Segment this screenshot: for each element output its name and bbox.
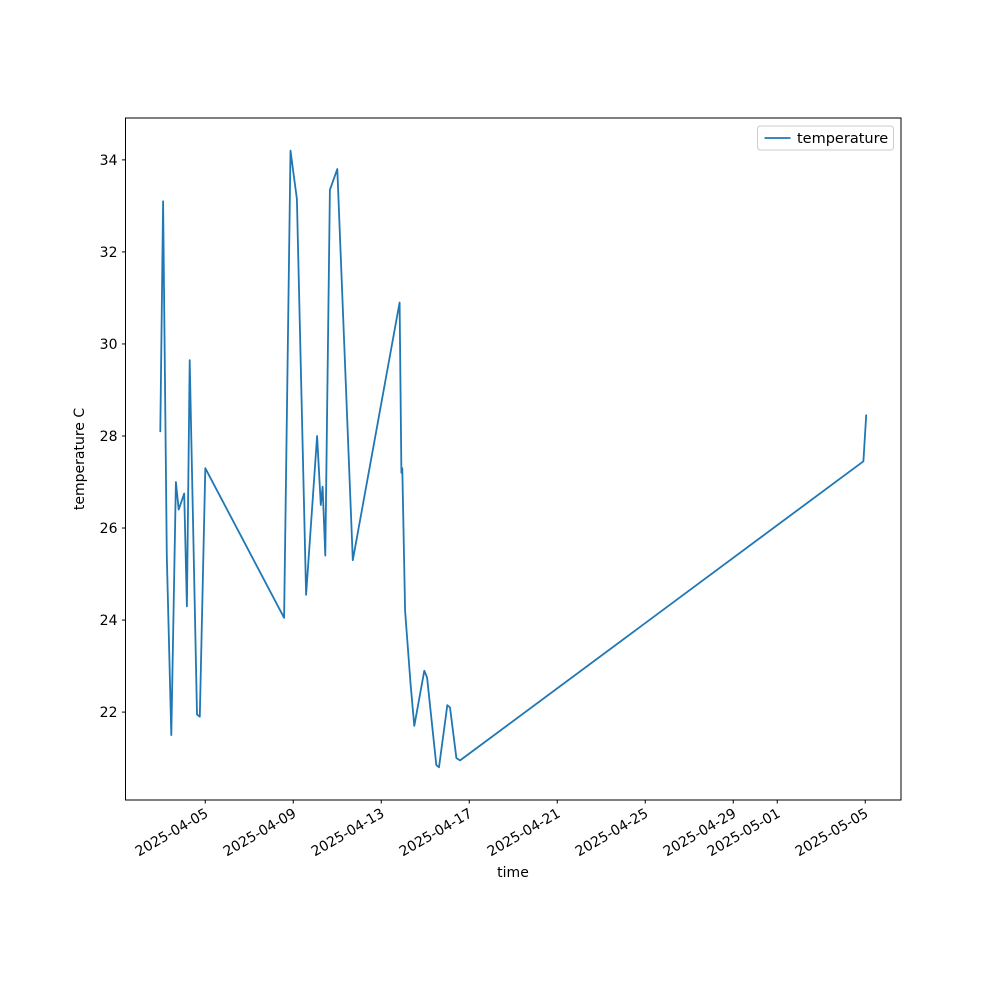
y-tick-label: 26: [100, 521, 118, 537]
y-tick-label: 22: [100, 705, 118, 721]
x-axis-label: time: [497, 865, 529, 881]
x-tick-label: 2025-04-13: [309, 806, 387, 861]
legend-label: temperature: [797, 131, 888, 147]
legend-box: [757, 125, 894, 151]
y-tick-label: 30: [100, 337, 118, 353]
x-tick-label: 2025-04-25: [573, 806, 651, 861]
y-tick-label: 24: [100, 613, 118, 629]
x-tick-label: 2025-04-09: [221, 806, 299, 861]
y-axis-label: temperature C: [72, 408, 88, 510]
plot-area: [125, 117, 902, 801]
x-tick-label: 2025-04-21: [485, 806, 563, 861]
x-tick-label: 2025-04-05: [133, 806, 211, 861]
y-tick-label: 32: [100, 245, 118, 261]
x-tick-label: 2025-05-05: [793, 806, 871, 861]
temperature-line-series: [159, 149, 868, 769]
x-axis-ticks: 2025-04-05 2025-04-09 2025-04-13 2025-04-17…: [133, 800, 871, 860]
y-tick-label: 34: [100, 153, 118, 169]
y-axis-ticks: 22 24 26 28 30 32 34: [100, 153, 126, 721]
y-tick-label: 28: [100, 429, 118, 445]
legend: temperature: [757, 125, 894, 151]
x-tick-label: 2025-04-17: [397, 806, 475, 861]
